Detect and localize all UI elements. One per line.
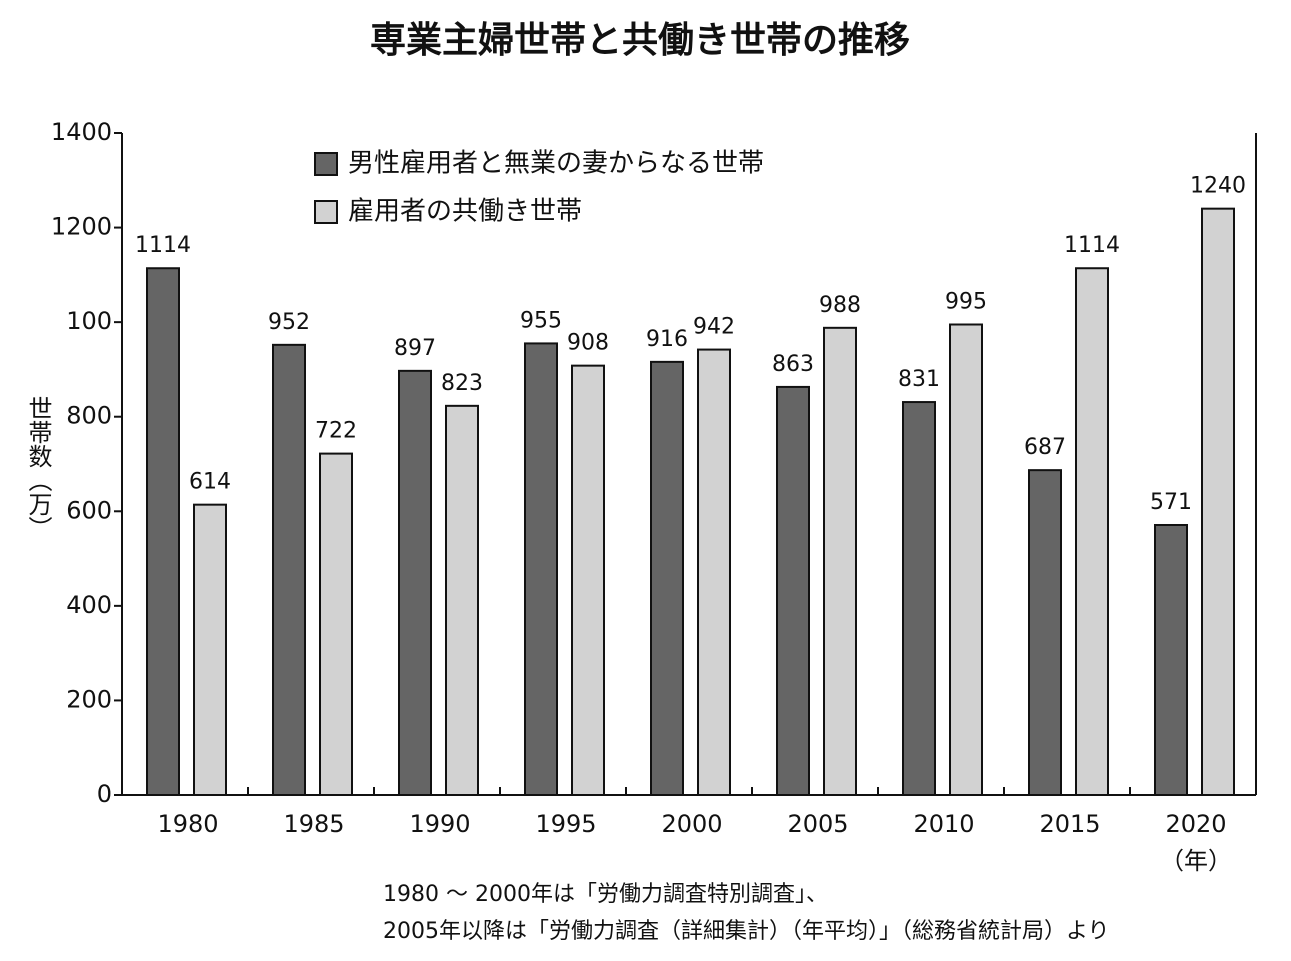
bar	[445, 404, 479, 796]
y-tick-label: 800	[66, 402, 112, 430]
value-label: 897	[394, 336, 436, 361]
value-label: 1114	[1064, 233, 1120, 258]
source-note: 1980 ～ 2000年は「労働力調査特別調査」、	[383, 882, 828, 907]
y-tick-label: 600	[66, 496, 112, 524]
value-label: 952	[268, 310, 310, 335]
value-label: 988	[819, 293, 861, 318]
legend-swatch	[314, 152, 338, 176]
y-tick-label: 200	[66, 685, 112, 713]
value-label: 916	[646, 327, 688, 352]
bar	[776, 385, 810, 796]
value-label: 722	[315, 419, 357, 444]
x-tick-label: 2000	[661, 810, 722, 838]
legend-swatch	[314, 200, 338, 224]
bar	[524, 342, 558, 796]
bar	[949, 323, 983, 796]
x-tick-label: 1980	[157, 810, 218, 838]
value-label: 942	[693, 315, 735, 340]
y-tick-label: 1200	[51, 213, 112, 241]
bar	[398, 369, 432, 796]
x-tick-label: 2020	[1165, 810, 1226, 838]
y-tick-label: 0	[97, 780, 112, 808]
value-label: 1114	[135, 233, 191, 258]
value-label: 687	[1024, 435, 1066, 460]
bar	[193, 503, 227, 796]
x-tick-label: 1985	[283, 810, 344, 838]
bar	[823, 326, 857, 796]
y-tick-label: 400	[66, 591, 112, 619]
legend-label: 雇用者の共働き世帯	[348, 197, 582, 227]
bar	[319, 452, 353, 796]
x-tick-label: 1995	[535, 810, 596, 838]
chart-title: 専業主婦世帯と共働き世帯の推移	[370, 20, 910, 61]
value-label: 571	[1150, 490, 1192, 515]
source-note: 2005年以降は「労働力調査（詳細集計）（年平均）」（総務省統計局）より	[383, 919, 1110, 944]
value-label: 995	[945, 290, 987, 315]
x-axis-unit: （年）	[1160, 847, 1232, 875]
bar	[650, 360, 684, 796]
bar	[1028, 469, 1062, 796]
y-tick-label: 100	[66, 307, 112, 335]
value-label: 908	[567, 331, 609, 356]
x-tick-label: 1990	[409, 810, 470, 838]
x-tick-label: 2010	[913, 810, 974, 838]
bar	[697, 348, 731, 796]
bar	[272, 343, 306, 796]
x-tick-label: 2005	[787, 810, 848, 838]
bar	[902, 401, 936, 796]
y-axis-label: 世帯数（万）	[24, 396, 52, 540]
bar	[146, 267, 180, 797]
bar	[1154, 523, 1188, 797]
legend-label: 男性雇用者と無業の妻からなる世帯	[348, 149, 764, 179]
value-label: 1240	[1190, 174, 1246, 199]
bar	[1201, 207, 1235, 796]
value-label: 955	[520, 308, 562, 333]
y-tick-label: 1400	[51, 118, 112, 146]
value-label: 614	[189, 470, 231, 495]
bar	[1075, 267, 1109, 797]
bar	[571, 364, 605, 796]
value-label: 823	[441, 371, 483, 396]
value-label: 831	[898, 367, 940, 392]
value-label: 863	[772, 352, 814, 377]
x-tick-label: 2015	[1039, 810, 1100, 838]
